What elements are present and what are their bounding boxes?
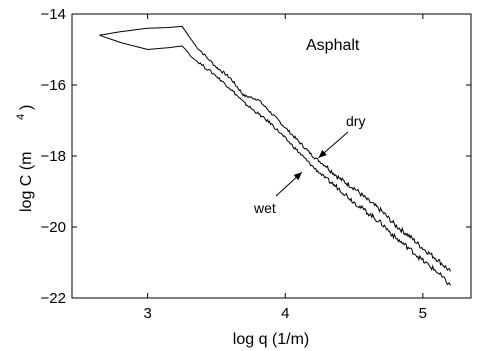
x-tick-label: 4 [281,305,289,322]
y-tick-label: −22 [41,290,66,307]
arrow-wet-head [293,172,302,181]
y-tick-label: −20 [41,219,66,236]
x-axis-label: log q (1/m) [233,331,309,348]
x-tick-label: 3 [144,305,152,322]
annotation-asphalt: Asphalt [306,37,360,54]
arrow-dry-head [318,149,327,158]
y-axis-label-text: log C (m [18,152,35,212]
annotation-dry: dry [346,113,365,129]
y-tick-label: −18 [41,148,66,165]
y-axis-label-superscript: 4 [15,114,27,120]
series-line-dry [99,25,451,272]
y-axis-label: log C (m 4 ) [15,105,35,212]
annotation-arrows [275,131,349,197]
y-tick-label: −14 [41,6,66,23]
annotation-wet: wet [253,200,276,216]
series-line-wet [99,34,451,286]
plot-frame [71,13,472,299]
series-layer [99,25,451,286]
plot-area: 3 4 5 −22 −20 −18 −16 −14 [41,6,472,322]
y-tick-label: −16 [41,77,66,94]
y-axis-label-close: ) [18,105,35,110]
axis-ticks: 3 4 5 −22 −20 −18 −16 −14 [41,6,471,322]
x-tick-label: 5 [419,305,427,322]
